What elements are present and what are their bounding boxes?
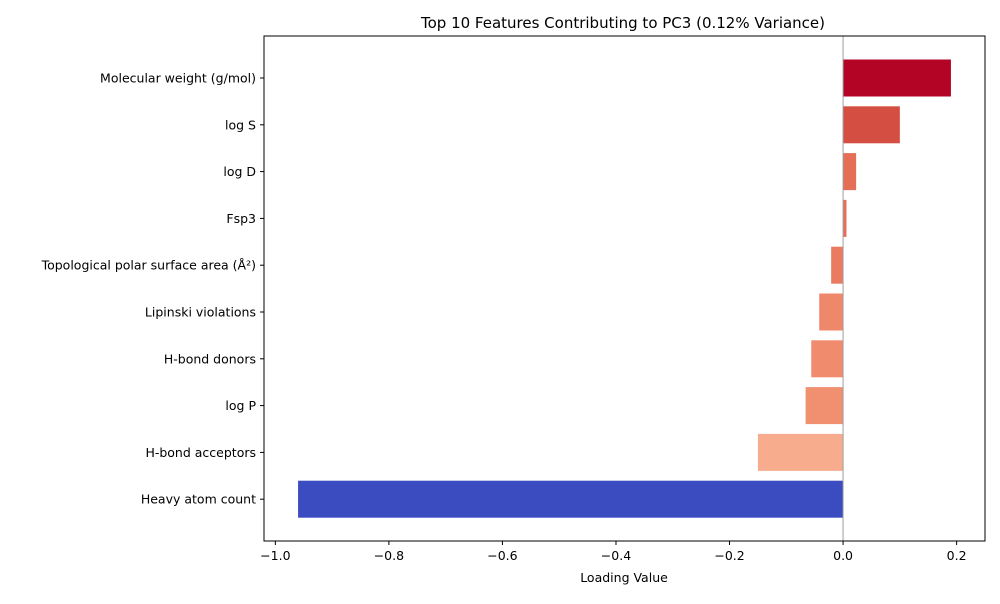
y-tick-label: log P	[225, 398, 256, 413]
x-axis: −1.0 −0.8 −0.6 −0.4 −0.2 0.0 0.2	[260, 541, 967, 563]
chart-title: Top 10 Features Contributing to PC3 (0.1…	[420, 14, 825, 32]
bar-4	[831, 246, 844, 284]
y-tick-label: Molecular weight (g/mol)	[100, 71, 256, 86]
bar-7	[805, 387, 844, 425]
x-axis-label: Loading Value	[580, 570, 668, 585]
x-tick-label: 0.2	[947, 548, 967, 563]
bar-9	[298, 480, 844, 518]
plot-frame	[263, 35, 986, 542]
bar-8	[757, 433, 844, 471]
bar-2	[843, 153, 857, 191]
x-tick-label: −0.2	[714, 548, 744, 563]
y-tick-label: Heavy atom count	[141, 492, 256, 507]
bar-6	[811, 340, 844, 378]
bar-0	[843, 59, 951, 97]
bars-layer	[298, 59, 951, 518]
x-tick-label: 0.0	[833, 548, 853, 563]
y-tick-label: Lipinski violations	[145, 305, 256, 320]
y-tick-label: log D	[223, 164, 256, 179]
x-tick-label: −0.6	[487, 548, 517, 563]
y-tick-label: H-bond acceptors	[145, 445, 256, 460]
bar-1	[843, 106, 900, 144]
bar-3	[843, 199, 847, 237]
x-tick-label: −0.8	[374, 548, 404, 563]
x-tick-label: −0.4	[601, 548, 631, 563]
y-tick-label: H-bond donors	[164, 351, 256, 366]
y-tick-label: Topological polar surface area (Å²)	[41, 258, 256, 273]
y-tick-label: log S	[225, 117, 256, 132]
y-axis: Molecular weight (g/mol) log S log D Fsp3 To…	[41, 71, 264, 507]
bar-5	[819, 293, 844, 331]
y-tick-label: Fsp3	[226, 211, 256, 226]
x-tick-label: −1.0	[260, 548, 290, 563]
